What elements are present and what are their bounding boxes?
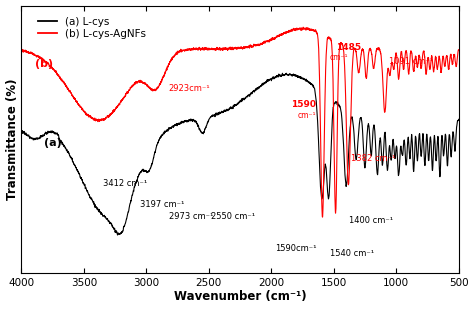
Text: (b): (b): [35, 59, 53, 69]
Text: 3412 cm⁻¹: 3412 cm⁻¹: [102, 179, 147, 188]
Text: 1540 cm⁻¹: 1540 cm⁻¹: [330, 249, 374, 258]
Text: (a): (a): [44, 138, 62, 147]
X-axis label: Wavenumber (cm⁻¹): Wavenumber (cm⁻¹): [173, 290, 306, 303]
Text: 1400 cm⁻¹: 1400 cm⁻¹: [349, 216, 393, 225]
Text: cm⁻¹: cm⁻¹: [298, 111, 317, 120]
Text: 2550 cm⁻¹: 2550 cm⁻¹: [211, 212, 255, 221]
Text: 1590cm⁻¹: 1590cm⁻¹: [275, 244, 316, 253]
Text: cm⁻¹: cm⁻¹: [330, 53, 348, 62]
Text: 1091 cm⁻¹: 1091 cm⁻¹: [389, 57, 433, 66]
Text: 3197 cm⁻¹: 3197 cm⁻¹: [140, 200, 184, 209]
Text: 1590: 1590: [291, 100, 316, 109]
Text: 1485: 1485: [336, 43, 361, 52]
Y-axis label: Transmittance (%): Transmittance (%): [6, 78, 18, 200]
Text: 1382 cm⁻¹: 1382 cm⁻¹: [351, 154, 396, 163]
Text: 2973 cm⁻¹: 2973 cm⁻¹: [169, 212, 213, 221]
Text: 2923cm⁻¹: 2923cm⁻¹: [169, 84, 210, 93]
Legend: (a) L-cys, (b) L-cys-AgNFs: (a) L-cys, (b) L-cys-AgNFs: [35, 13, 150, 42]
